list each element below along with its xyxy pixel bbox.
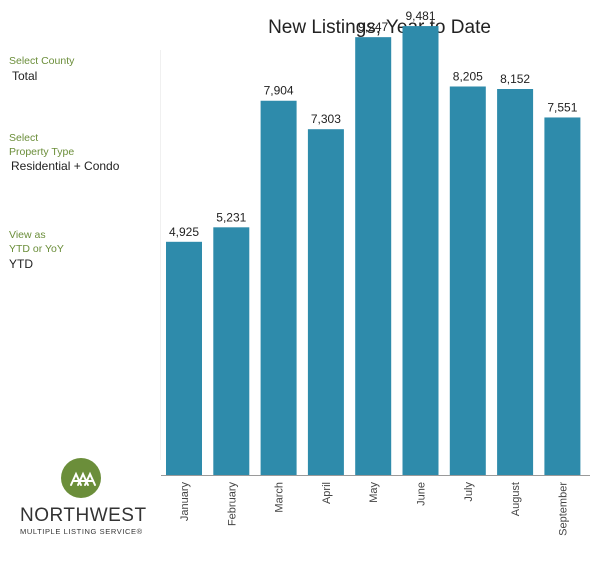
view-mode-filter-label: View as YTD or YoY xyxy=(9,229,64,255)
category-label-january: January xyxy=(179,482,191,522)
value-label-january: 4,925 xyxy=(169,225,199,239)
value-label-march: 7,904 xyxy=(264,84,294,98)
bar-january[interactable] xyxy=(166,241,202,475)
bar-may[interactable] xyxy=(355,37,392,476)
tree-logo-icon xyxy=(61,458,101,498)
bar-september[interactable] xyxy=(544,117,581,476)
category-label-june: June xyxy=(416,482,428,506)
property-type-filter-value[interactable]: Residential + Condo xyxy=(11,159,120,173)
value-label-july: 8,205 xyxy=(453,69,483,83)
bar-march[interactable] xyxy=(260,100,297,475)
county-filter-value[interactable]: Total xyxy=(12,69,38,83)
category-label-august: August xyxy=(510,482,522,516)
category-label-april: April xyxy=(321,482,333,504)
category-label-march: March xyxy=(274,482,286,513)
logo-name: NORTHWEST xyxy=(20,505,147,526)
bar-february[interactable] xyxy=(213,227,250,475)
value-label-february: 5,231 xyxy=(216,210,246,224)
nwmls-logo[interactable]: NORTHWEST MULTIPLE LISTING SERVICE® xyxy=(14,458,149,538)
category-label-may: May xyxy=(368,482,380,503)
bar-august[interactable] xyxy=(497,89,534,475)
view-mode-filter-value[interactable]: YTD xyxy=(9,257,33,271)
bar-june[interactable] xyxy=(402,26,439,476)
filter-sidebar: Select County Total Select Property Type… xyxy=(0,0,160,572)
category-label-february: February xyxy=(226,482,238,527)
value-label-september: 7,551 xyxy=(547,100,577,114)
property-type-filter-label: Select Property Type xyxy=(9,132,75,158)
value-label-may: 9,247 xyxy=(358,20,388,34)
logo-subtitle: MULTIPLE LISTING SERVICE® xyxy=(20,527,143,536)
value-label-april: 7,303 xyxy=(311,112,341,126)
category-label-september: September xyxy=(557,482,569,536)
bar-april[interactable] xyxy=(307,129,344,476)
value-label-june: 9,481 xyxy=(405,9,435,23)
county-filter-label: Select County xyxy=(9,55,75,67)
category-label-july: July xyxy=(463,482,475,502)
bar-july[interactable] xyxy=(449,86,486,475)
sidebar-divider xyxy=(160,50,161,460)
value-label-august: 8,152 xyxy=(500,72,530,86)
